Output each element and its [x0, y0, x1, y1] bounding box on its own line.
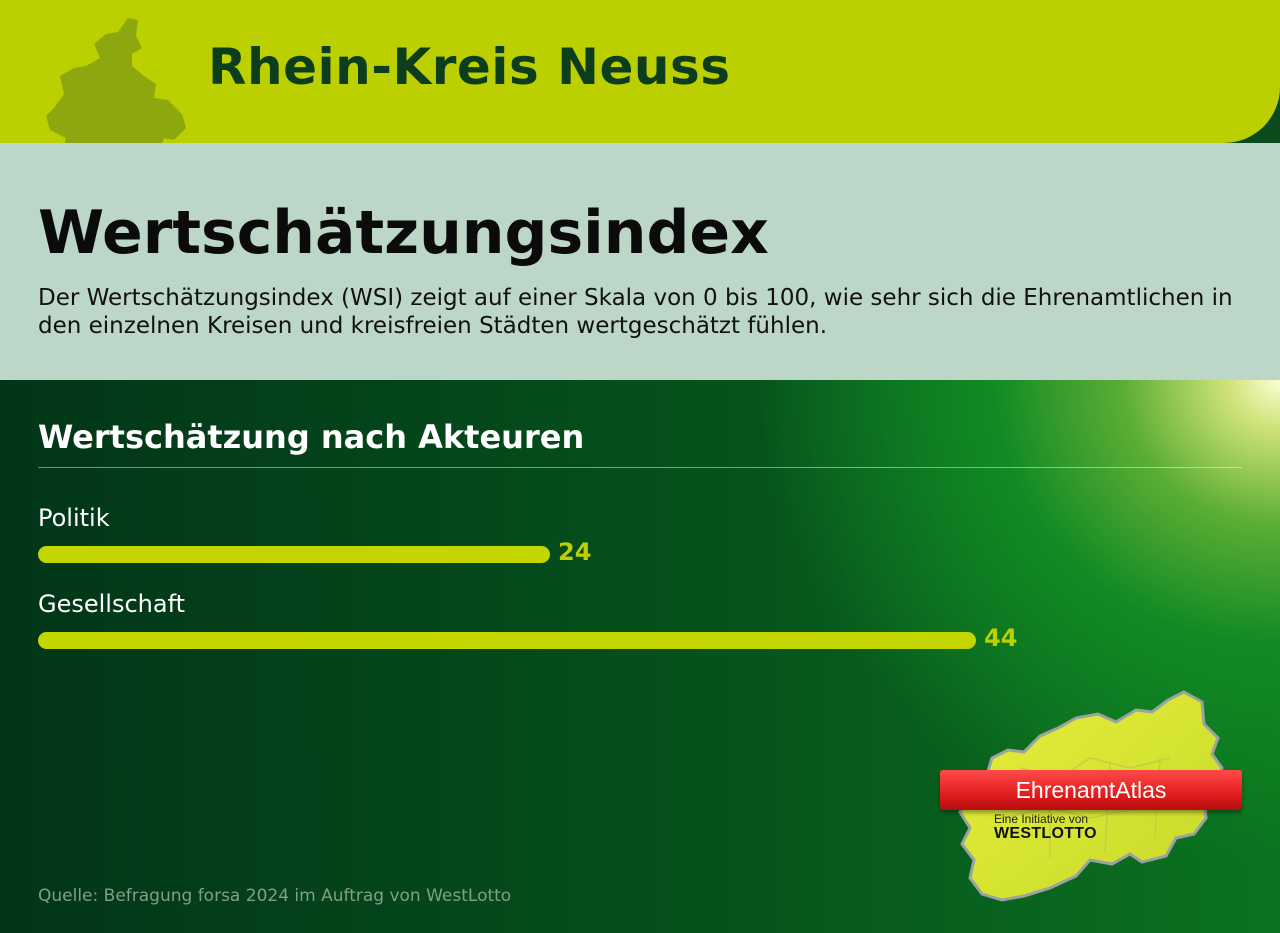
bar-gesellschaft — [38, 632, 976, 649]
index-description: Der Wertschätzungsindex (WSI) zeigt auf … — [38, 285, 1233, 339]
category-label: Gesellschaft — [38, 590, 186, 618]
logo-brand: WESTLOTTO — [994, 825, 1097, 842]
region-map-icon — [46, 18, 186, 170]
intro-section: Wertschätzungsindex Der Wertschätzungsin… — [0, 143, 1280, 380]
value-label: 44 — [984, 624, 1018, 652]
logo-name: EhrenamtAtlas — [1015, 776, 1167, 803]
header-band — [0, 0, 1280, 143]
index-title: Wertschätzungsindex — [38, 198, 769, 268]
chart-panel: Wertschätzung nach Akteuren Politik 24 Ges… — [0, 380, 1280, 933]
region-title: Rhein-Kreis Neuss — [208, 38, 731, 96]
logo-subtitle: Eine Initiative von — [994, 812, 1089, 826]
chart-title: Wertschätzung nach Akteuren — [38, 418, 585, 456]
divider — [38, 467, 1242, 468]
value-label: 24 — [558, 538, 592, 566]
bar-politik — [38, 546, 550, 563]
logo-ribbon: EhrenamtAtlas — [940, 770, 1242, 810]
category-label: Politik — [38, 504, 110, 532]
source-note: Quelle: Befragung forsa 2024 im Auftrag … — [38, 886, 512, 906]
